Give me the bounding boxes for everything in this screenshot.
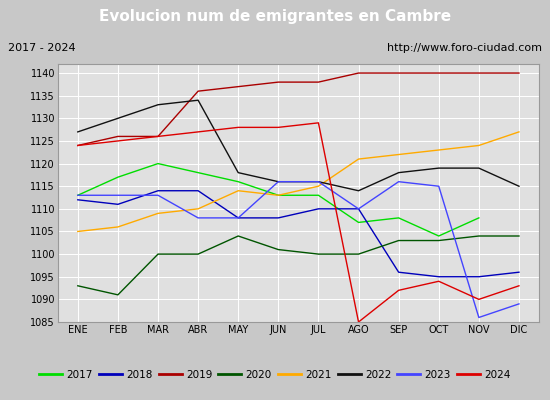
Text: Evolucion num de emigrantes en Cambre: Evolucion num de emigrantes en Cambre: [99, 10, 451, 24]
Legend: 2017, 2018, 2019, 2020, 2021, 2022, 2023, 2024: 2017, 2018, 2019, 2020, 2021, 2022, 2023…: [35, 366, 515, 384]
Text: 2017 - 2024: 2017 - 2024: [8, 43, 76, 53]
Text: http://www.foro-ciudad.com: http://www.foro-ciudad.com: [387, 43, 542, 53]
